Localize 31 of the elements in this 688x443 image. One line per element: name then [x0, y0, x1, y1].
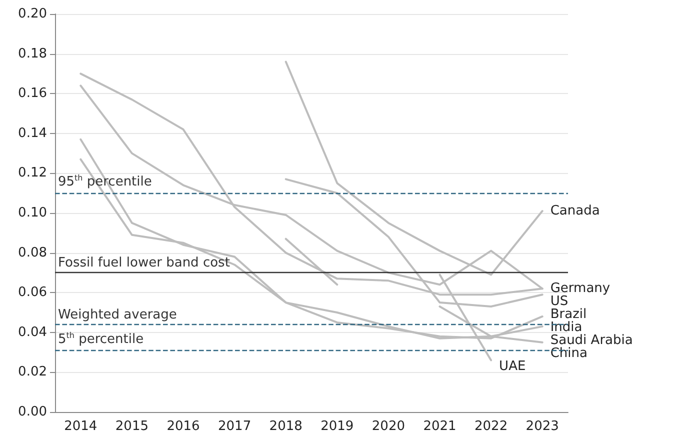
y-tick-label: 0.08 — [18, 245, 47, 260]
y-tick-label: 0.16 — [18, 86, 47, 102]
x-tick-label: 2016 — [166, 419, 200, 434]
x-tick-label: 2023 — [526, 419, 559, 434]
series-label: UAE — [499, 359, 526, 374]
series-label: Germany — [550, 281, 610, 296]
ref-line-label: Weighted average — [58, 307, 177, 322]
y-tick-label: 0.20 — [18, 6, 47, 22]
x-tick-label: 2021 — [423, 419, 456, 434]
y-tick-label: 0.18 — [18, 46, 47, 62]
x-tick-label: 2015 — [115, 419, 148, 434]
x-tick-label: 2019 — [320, 419, 354, 434]
y-tick-label: 0.12 — [18, 166, 47, 181]
series-label: Brazil — [550, 307, 587, 322]
series-label: Saudi Arabia — [550, 333, 633, 348]
y-tick-label: 0.06 — [18, 285, 47, 300]
y-tick-label: 0.14 — [18, 126, 47, 141]
series-label: India — [550, 320, 582, 336]
x-tick-label: 2018 — [269, 419, 302, 434]
series-label: China — [550, 346, 588, 362]
x-tick-label: 2017 — [218, 419, 252, 434]
y-tick-label: 0.10 — [18, 206, 47, 220]
series-label: Canada — [550, 204, 600, 219]
series-label: US — [550, 294, 568, 310]
ref-line-label: Fossil fuel lower band cost — [58, 256, 230, 271]
y-tick-label: 0.02 — [18, 364, 47, 380]
x-tick-label: 2022 — [474, 419, 508, 434]
y-tick-label: 0.00 — [18, 404, 47, 420]
y-tick-label: 0.04 — [18, 324, 47, 340]
x-tick-label: 2014 — [64, 419, 98, 434]
x-tick-label: 2020 — [372, 419, 405, 434]
